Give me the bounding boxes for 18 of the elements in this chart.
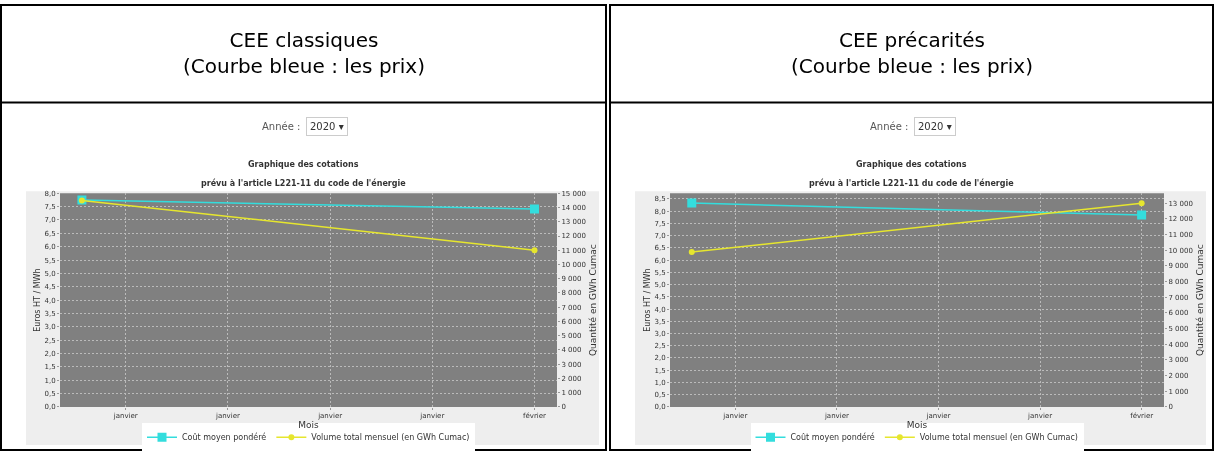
legend-label: Volume total mensuel (en GWh Cumac) [919, 433, 1078, 443]
legend-label: Volume total mensuel (en GWh Cumac) [311, 433, 470, 443]
legend-label: Coût moyen pondéré [790, 432, 875, 443]
text: Année : [870, 121, 909, 132]
text: Graphique des cotations prévu à l'article L221-11 du code de l'énergie [809, 160, 1014, 188]
text: 2020 ▾ [918, 121, 952, 132]
y-axis-title: Euros HT / MWh [33, 268, 43, 332]
y-axis-title: Euros HT / MWh [643, 268, 653, 332]
y2-axis-title: Quantité en GWh Cumac [1194, 244, 1205, 356]
text: Graphique des cotations prévu à l'article L221-11 du code de l'énergie [201, 160, 406, 188]
text: Année : [262, 121, 301, 132]
chart-title: CEE précarités (Courbe bleue : les prix) [791, 28, 1034, 78]
x-axis-title: Mois [906, 420, 928, 431]
x-axis-title: Mois [298, 420, 320, 431]
y2-axis-title: Quantité en GWh Cumac [587, 244, 598, 356]
chart-title: CEE classiques (Courbe bleue : les prix) [183, 28, 426, 78]
legend-label: Coût moyen pondéré [182, 432, 267, 443]
text: 2020 ▾ [310, 121, 344, 132]
